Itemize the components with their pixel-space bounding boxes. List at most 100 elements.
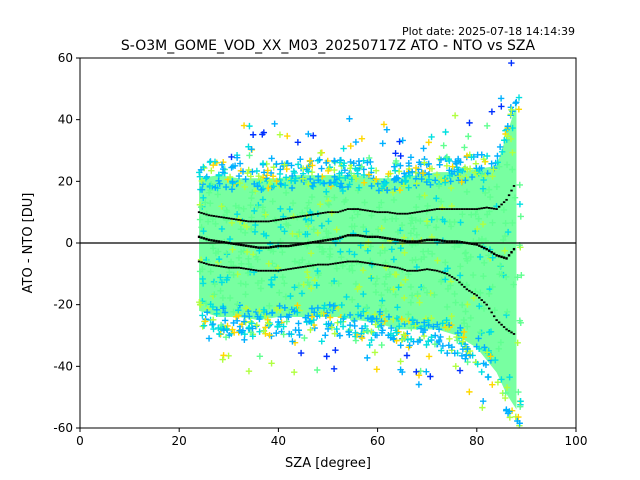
scatter-point xyxy=(494,159,501,166)
scatter-point xyxy=(478,329,485,337)
scatter-point xyxy=(299,175,307,182)
stat-marker xyxy=(473,292,476,295)
stat-marker xyxy=(381,211,384,214)
stat-marker xyxy=(495,254,498,257)
scatter-point xyxy=(373,315,380,322)
stat-marker xyxy=(438,208,441,210)
stat-marker xyxy=(408,269,412,272)
stat-marker xyxy=(483,246,486,250)
stat-marker xyxy=(507,254,511,257)
scatter-point xyxy=(236,179,243,187)
scatter-point xyxy=(451,243,458,251)
scatter-point xyxy=(215,324,222,332)
stat-marker xyxy=(225,266,228,269)
stat-marker xyxy=(411,240,414,243)
scatter-point xyxy=(484,211,491,218)
stat-marker xyxy=(430,238,434,242)
y-tick-label: -40 xyxy=(53,359,73,373)
scatter-point xyxy=(308,217,315,224)
scatter-point xyxy=(396,138,403,145)
scatter-point xyxy=(281,182,289,189)
scatter-point xyxy=(405,311,412,318)
scatter-point xyxy=(434,257,441,264)
scatter-point xyxy=(210,161,217,169)
scatter-point xyxy=(304,268,311,276)
stat-marker xyxy=(488,307,491,310)
scatter-point xyxy=(231,162,239,170)
scatter-point xyxy=(230,319,237,327)
scatter-point xyxy=(311,309,318,316)
stat-marker xyxy=(512,247,516,251)
scatter-point xyxy=(443,303,451,311)
scatter-point xyxy=(346,311,354,319)
scatter-point xyxy=(452,299,459,306)
scatter-point xyxy=(253,322,261,329)
scatter-point xyxy=(241,312,248,320)
scatter-point xyxy=(276,176,283,184)
stat-marker xyxy=(371,210,374,213)
scatter-point xyxy=(415,372,423,379)
stat-marker xyxy=(269,220,273,222)
stat-marker xyxy=(473,208,476,210)
y-tick-label: 0 xyxy=(65,236,73,250)
scatter-point xyxy=(282,174,290,181)
scatter-point xyxy=(254,279,262,287)
scatter-point xyxy=(260,169,268,176)
scatter-point xyxy=(360,223,367,231)
stat-marker xyxy=(430,208,434,211)
scatter-point xyxy=(323,353,330,360)
stat-marker xyxy=(492,252,496,255)
scatter-point xyxy=(403,352,411,359)
scatter-point xyxy=(200,322,208,329)
stat-marker xyxy=(207,238,211,242)
stat-marker xyxy=(443,239,446,243)
stat-marker xyxy=(443,272,446,274)
stat-marker xyxy=(289,217,292,219)
scatter-point xyxy=(349,214,356,222)
scatter-point xyxy=(308,193,316,201)
stat-marker xyxy=(468,208,471,210)
scatter-point xyxy=(218,225,226,233)
scatter-point xyxy=(417,217,424,225)
scatter-point xyxy=(483,152,491,160)
stat-marker xyxy=(426,209,429,212)
scatter-point xyxy=(277,205,284,213)
scatter-point xyxy=(358,325,366,332)
scatter-point xyxy=(274,323,281,330)
scatter-point xyxy=(197,203,205,211)
stat-marker xyxy=(282,244,285,248)
scatter-point xyxy=(396,186,404,194)
scatter-point xyxy=(221,317,229,324)
stat-marker xyxy=(497,321,501,324)
scatter-point xyxy=(294,309,301,316)
stat-marker xyxy=(453,277,456,280)
scatter-point xyxy=(325,201,333,208)
stat-marker xyxy=(259,246,263,249)
scatter-point xyxy=(198,177,206,185)
scatter-point xyxy=(469,271,477,279)
stat-marker xyxy=(269,269,273,272)
scatter-point xyxy=(461,164,469,171)
scatter-point xyxy=(397,152,404,160)
scatter-point xyxy=(482,189,489,197)
stat-marker xyxy=(445,208,449,210)
scatter-point xyxy=(305,130,312,138)
scatter-point xyxy=(476,302,483,310)
scatter-point xyxy=(265,320,272,327)
scatter-point xyxy=(324,167,332,175)
scatter-point xyxy=(296,228,303,236)
stat-marker xyxy=(475,243,478,246)
scatter-point xyxy=(280,323,287,330)
stat-marker xyxy=(344,234,347,238)
scatter-point xyxy=(399,137,406,144)
stat-marker xyxy=(510,189,513,192)
scatter-point xyxy=(241,183,249,191)
stat-marker xyxy=(272,245,275,249)
stat-marker xyxy=(267,269,270,272)
scatter-point xyxy=(517,213,524,220)
scatter-point xyxy=(322,332,329,339)
stat-marker xyxy=(274,269,278,272)
stat-marker xyxy=(292,216,295,219)
stat-marker xyxy=(264,220,268,223)
stat-marker xyxy=(292,267,295,270)
